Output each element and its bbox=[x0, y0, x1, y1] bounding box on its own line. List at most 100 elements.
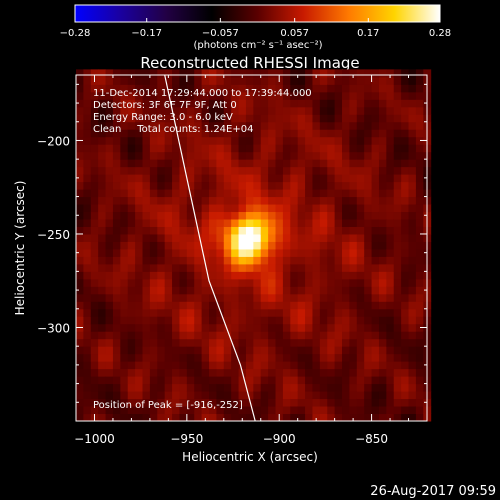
heatmap-cell bbox=[76, 226, 84, 235]
heatmap-cell bbox=[172, 361, 180, 370]
heatmap-cell bbox=[76, 368, 84, 377]
heatmap-cell bbox=[282, 271, 291, 280]
heatmap-cell bbox=[194, 151, 203, 160]
heatmap-cell bbox=[327, 308, 336, 317]
heatmap-cell bbox=[120, 331, 129, 340]
heatmap-cell bbox=[327, 331, 336, 340]
heatmap-cell bbox=[223, 323, 232, 332]
heatmap-cell bbox=[401, 271, 410, 280]
heatmap-cell bbox=[386, 368, 395, 377]
heatmap-cell bbox=[223, 278, 232, 287]
heatmap-cell bbox=[268, 316, 277, 325]
heatmap-cell bbox=[127, 129, 136, 138]
heatmap-cell bbox=[415, 263, 424, 272]
heatmap-cell bbox=[90, 121, 99, 130]
heatmap-cell bbox=[312, 129, 321, 138]
heatmap-cell bbox=[401, 391, 410, 400]
heatmap-cell bbox=[76, 263, 84, 272]
heatmap-cell bbox=[356, 323, 365, 332]
heatmap-cell bbox=[312, 226, 321, 235]
heatmap-cell bbox=[319, 413, 328, 422]
heatmap-cell bbox=[120, 129, 129, 138]
heatmap-cell bbox=[201, 159, 210, 168]
heatmap-cell bbox=[179, 204, 188, 213]
heatmap-cell bbox=[408, 129, 417, 138]
heatmap-cell bbox=[179, 76, 188, 85]
heatmap-cell bbox=[415, 361, 424, 370]
heatmap-cell bbox=[135, 301, 144, 310]
heatmap-cell bbox=[201, 383, 210, 392]
heatmap-cell bbox=[260, 189, 269, 198]
heatmap-cell bbox=[349, 159, 358, 168]
heatmap-cell bbox=[305, 256, 313, 265]
heatmap-cell bbox=[105, 114, 114, 123]
heatmap-cell bbox=[231, 278, 240, 287]
heatmap-cell bbox=[179, 121, 188, 130]
heatmap-cell bbox=[186, 211, 195, 220]
heatmap-cell bbox=[327, 413, 336, 422]
heatmap-cell bbox=[135, 151, 144, 160]
heatmap-cell bbox=[386, 129, 395, 138]
heatmap-cell bbox=[386, 84, 395, 93]
heatmap-cell bbox=[393, 84, 402, 93]
heatmap-cell bbox=[179, 293, 188, 302]
heatmap-cell bbox=[342, 413, 350, 422]
heatmap-cell bbox=[157, 278, 166, 287]
heatmap-cell bbox=[371, 114, 380, 123]
heatmap-cell bbox=[290, 361, 299, 370]
heatmap-cell bbox=[149, 174, 158, 183]
heatmap-cell bbox=[297, 174, 306, 183]
heatmap-cell bbox=[238, 114, 247, 123]
heatmap-cell bbox=[342, 323, 350, 332]
heatmap-cell bbox=[260, 353, 269, 362]
heatmap-cell bbox=[76, 84, 84, 93]
heatmap-cell bbox=[282, 346, 291, 355]
heatmap-cell bbox=[112, 308, 121, 317]
heatmap-cell bbox=[157, 368, 166, 377]
heatmap-cell bbox=[297, 353, 306, 362]
heatmap-cell bbox=[231, 129, 240, 138]
colorbar-tick-label: 0.28 bbox=[429, 28, 451, 39]
heatmap-cell bbox=[179, 278, 188, 287]
heatmap-cell bbox=[223, 144, 232, 153]
heatmap-cell bbox=[408, 69, 417, 78]
heatmap-cell bbox=[334, 413, 343, 422]
heatmap-cell bbox=[127, 241, 136, 250]
heatmap-cell bbox=[260, 278, 269, 287]
heatmap-cell bbox=[112, 76, 121, 85]
heatmap-cell bbox=[371, 323, 380, 332]
heatmap-cell bbox=[186, 76, 195, 85]
heatmap-cell bbox=[127, 391, 136, 400]
heatmap-cell bbox=[253, 301, 262, 310]
heatmap-cell bbox=[378, 136, 387, 145]
heatmap-cell bbox=[371, 368, 380, 377]
heatmap-cell bbox=[386, 189, 395, 198]
heatmap-cell bbox=[112, 144, 121, 153]
heatmap-cell bbox=[371, 391, 380, 400]
heatmap-cell bbox=[179, 114, 188, 123]
heatmap-cell bbox=[253, 159, 262, 168]
heatmap-cell bbox=[356, 181, 365, 190]
heatmap-cell bbox=[401, 136, 410, 145]
heatmap-cell bbox=[275, 383, 284, 392]
heatmap-cell bbox=[231, 293, 240, 302]
heatmap-cell bbox=[186, 391, 195, 400]
heatmap-cell bbox=[253, 166, 262, 175]
heatmap-cell bbox=[135, 368, 144, 377]
heatmap-cell bbox=[312, 233, 321, 242]
heatmap-cell bbox=[393, 196, 402, 205]
heatmap-cell bbox=[282, 114, 291, 123]
heatmap-cell bbox=[209, 376, 217, 385]
heatmap-cell bbox=[356, 256, 365, 265]
heatmap-cell bbox=[408, 383, 417, 392]
heatmap-cell bbox=[327, 99, 336, 108]
heatmap-cell bbox=[305, 106, 313, 115]
heatmap-cell bbox=[297, 308, 306, 317]
heatmap-cell bbox=[386, 346, 395, 355]
heatmap-cell bbox=[127, 308, 136, 317]
heatmap-cell bbox=[112, 226, 121, 235]
heatmap-cell bbox=[312, 181, 321, 190]
heatmap-cell bbox=[342, 219, 350, 227]
heatmap-cell bbox=[408, 166, 417, 175]
heatmap-cell bbox=[223, 383, 232, 392]
